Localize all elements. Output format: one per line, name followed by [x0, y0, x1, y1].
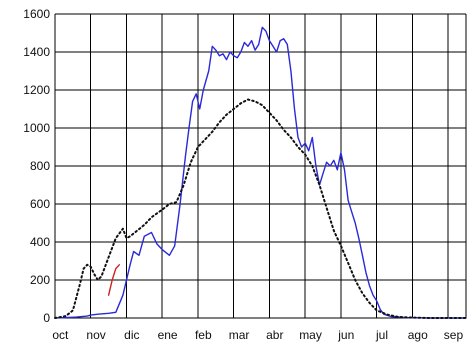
y-tick-label: 1200 — [23, 83, 50, 97]
y-tick-label: 600 — [30, 197, 50, 211]
y-tick-label: 200 — [30, 273, 50, 287]
x-tick-label: ago — [408, 328, 428, 342]
x-tick-label: oct — [52, 328, 69, 342]
x-tick-label: feb — [195, 328, 212, 342]
series-line-1 — [107, 264, 120, 296]
x-tick-label: jul — [375, 328, 388, 342]
y-tick-label: 0 — [43, 311, 50, 325]
y-tick-label: 1600 — [23, 7, 50, 21]
x-tick-label: sep — [444, 328, 464, 342]
x-tick-label: abr — [266, 328, 283, 342]
x-tick-label: ene — [158, 328, 178, 342]
y-tick-label: 800 — [30, 159, 50, 173]
x-tick-label: nov — [86, 328, 105, 342]
y-tick-label: 1000 — [23, 121, 50, 135]
x-tick-label: may — [299, 328, 322, 342]
x-axis-tick-labels: oct nov dic ene feb mar abr may jun jul ago sep — [52, 328, 463, 342]
y-tick-label: 400 — [30, 235, 50, 249]
x-tick-label: dic — [124, 328, 139, 342]
series-line-2 — [54, 98, 467, 319]
y-axis-tick-labels: 0 200 400 600 800 1000 1200 1400 1600 — [23, 7, 50, 325]
x-tick-label: mar — [229, 328, 250, 342]
series-layer — [54, 26, 467, 319]
series-line-0 — [54, 26, 467, 319]
x-tick-label: jun — [337, 328, 354, 342]
y-tick-label: 1400 — [23, 45, 50, 59]
